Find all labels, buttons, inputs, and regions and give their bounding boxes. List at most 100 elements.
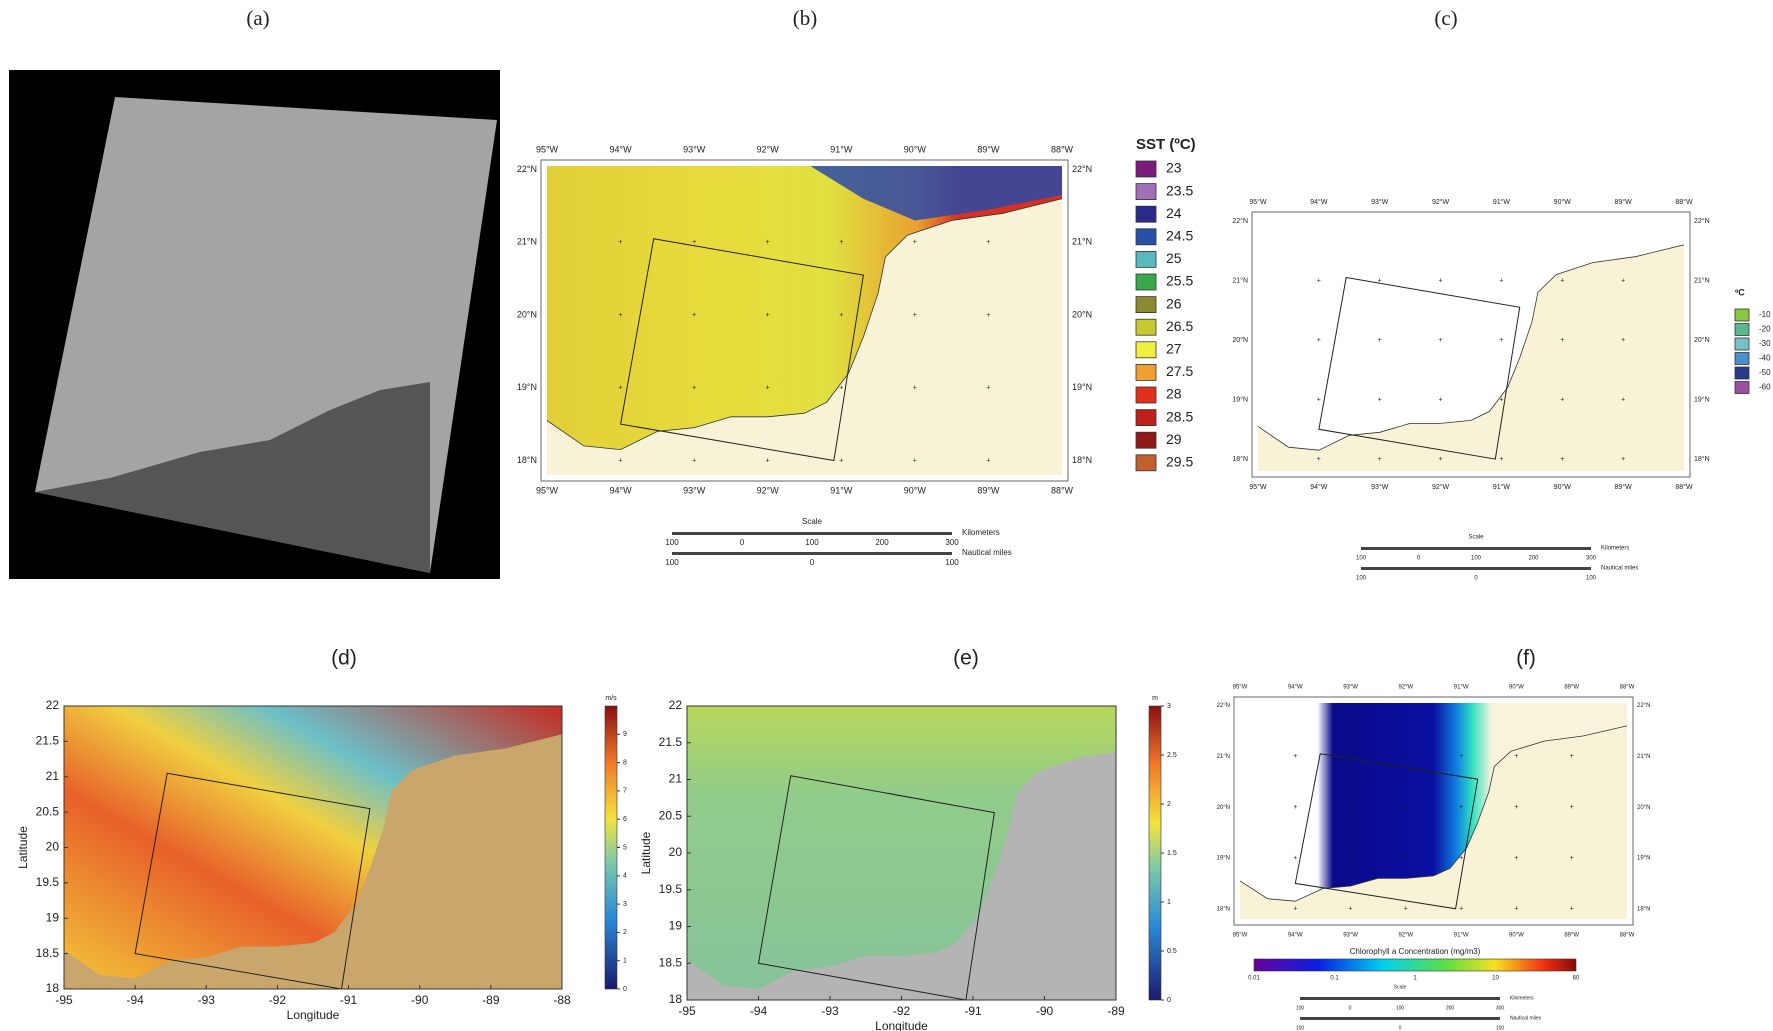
grid-cross: + — [692, 457, 696, 464]
lat-label: 20°N — [1232, 336, 1248, 344]
lon-label: 91°W — [830, 485, 853, 495]
grid-cross: + — [1378, 456, 1382, 463]
grid-cross: + — [1317, 337, 1321, 344]
legend-swatch — [1136, 206, 1156, 222]
grid-cross: + — [766, 457, 770, 464]
legend-swatch — [1136, 297, 1156, 313]
y-tick-label: 20.5 — [659, 808, 683, 822]
lon-label: 91°W — [1493, 483, 1511, 491]
x-tick-label: -91 — [340, 993, 358, 1007]
lon-label: 93°W — [1371, 483, 1389, 491]
legend-swatch — [1136, 161, 1156, 177]
lat-label: 21°N — [1072, 237, 1092, 247]
colorbar-tick-label: 4 — [623, 873, 627, 880]
lon-label: 94°W — [1288, 933, 1303, 939]
colorbar-tick-label: 3 — [1167, 703, 1171, 710]
x-tick-label: -90 — [411, 993, 429, 1007]
y-tick-label: 22 — [669, 698, 683, 712]
colorbar-tick-label: 0 — [1167, 997, 1171, 1004]
lat-label: 18°N — [1637, 906, 1650, 912]
legend-swatch — [1735, 324, 1749, 336]
scale-tick: 100 — [1296, 1005, 1305, 1011]
grid-cross: + — [986, 385, 990, 392]
legend-title: SST (ºC) — [1136, 136, 1196, 153]
grid-cross: + — [1404, 906, 1408, 913]
lon-label: 95°W — [1249, 483, 1267, 491]
legend-swatch — [1136, 410, 1156, 426]
y-tick-label: 21 — [46, 769, 60, 783]
lon-label: 92°W — [757, 144, 780, 154]
legend-label: 25 — [1166, 250, 1182, 266]
legend-label: 27.5 — [1166, 363, 1193, 379]
y-axis-label: Latitude — [639, 831, 653, 874]
lon-label: 94°W — [1310, 483, 1328, 491]
scale-unit: Nautical miles — [962, 548, 1012, 557]
y-tick-label: 19 — [669, 919, 683, 933]
legend-swatch — [1735, 309, 1749, 321]
lat-label: 20°N — [1637, 805, 1650, 811]
lon-label: 89°W — [1615, 483, 1633, 491]
scale-tick: 0 — [810, 558, 815, 567]
colorbar-tick-label: 5 — [623, 844, 627, 851]
lon-label: 94°W — [1288, 685, 1303, 691]
lon-label: 90°W — [1509, 933, 1524, 939]
scale-tick: 0 — [740, 538, 745, 547]
legend-label: -10 — [1759, 310, 1771, 319]
grid-cross: + — [692, 385, 696, 392]
legend-label: -20 — [1759, 325, 1771, 334]
y-tick-label: 18.5 — [659, 955, 683, 969]
scale-unit: Kilometers — [1601, 546, 1629, 552]
y-tick-label: 20 — [669, 845, 683, 859]
scale-tick: 200 — [1446, 1005, 1455, 1011]
lat-label: 22°N — [1232, 217, 1248, 225]
lon-label: 89°W — [1564, 933, 1579, 939]
colorbar-tick-label: 0.1 — [1330, 976, 1339, 982]
grid-cross: + — [1499, 337, 1503, 344]
grid-cross: + — [1293, 804, 1297, 811]
grid-cross: + — [839, 239, 843, 246]
grid-cross: + — [913, 239, 917, 246]
y-tick-label: 22 — [46, 698, 60, 712]
x-tick-label: -94 — [750, 1004, 768, 1018]
scale-bar-nm — [1300, 1017, 1500, 1020]
lon-label: 91°W — [830, 144, 853, 154]
grid-cross: + — [766, 239, 770, 246]
x-tick-label: -92 — [269, 993, 287, 1007]
y-tick-label: 20 — [46, 840, 60, 854]
legend-swatch — [1735, 382, 1749, 394]
lon-label: 95°W — [1249, 198, 1267, 206]
lat-label: 19°N — [1072, 382, 1092, 392]
panel-label: (a) — [246, 6, 269, 30]
legend-swatch — [1735, 367, 1749, 379]
grid-cross: + — [1378, 396, 1382, 403]
grid-cross: + — [1621, 456, 1625, 463]
y-tick-label: 18 — [669, 992, 683, 1006]
lon-label: 88°W — [1620, 685, 1635, 691]
lat-label: 21°N — [1637, 754, 1650, 760]
scale-bar-km — [1361, 547, 1591, 550]
grid-cross: + — [1514, 753, 1518, 760]
grid-cross: + — [1514, 855, 1518, 862]
legend-swatch — [1735, 338, 1749, 350]
map-layer: ++++++++++++++++++++++++ — [510, 162, 1099, 511]
scale-tick: 300 — [1496, 1005, 1505, 1011]
lon-label: 90°W — [1554, 483, 1572, 491]
lat-label: 18°N — [1217, 906, 1230, 912]
grid-cross: + — [1459, 855, 1463, 862]
colorbar-unit: m/s — [605, 695, 617, 702]
lon-label: 89°W — [977, 144, 1000, 154]
grid-cross: + — [1293, 906, 1297, 913]
lon-label: 88°W — [1675, 483, 1693, 491]
grid-cross: + — [1404, 855, 1408, 862]
legend-label: 23 — [1166, 160, 1182, 176]
lat-label: 22°N — [1217, 703, 1230, 709]
scale-tick: 100 — [1471, 556, 1482, 562]
legend-swatch — [1136, 274, 1156, 290]
lat-label: 20°N — [1072, 309, 1092, 319]
lat-label: 19°N — [1232, 395, 1248, 403]
x-tick-label: -88 — [553, 993, 571, 1007]
lon-label: 95°W — [536, 485, 559, 495]
grid-cross: + — [619, 239, 623, 246]
scale-tick: 200 — [1528, 556, 1539, 562]
lon-label: 89°W — [977, 485, 1000, 495]
